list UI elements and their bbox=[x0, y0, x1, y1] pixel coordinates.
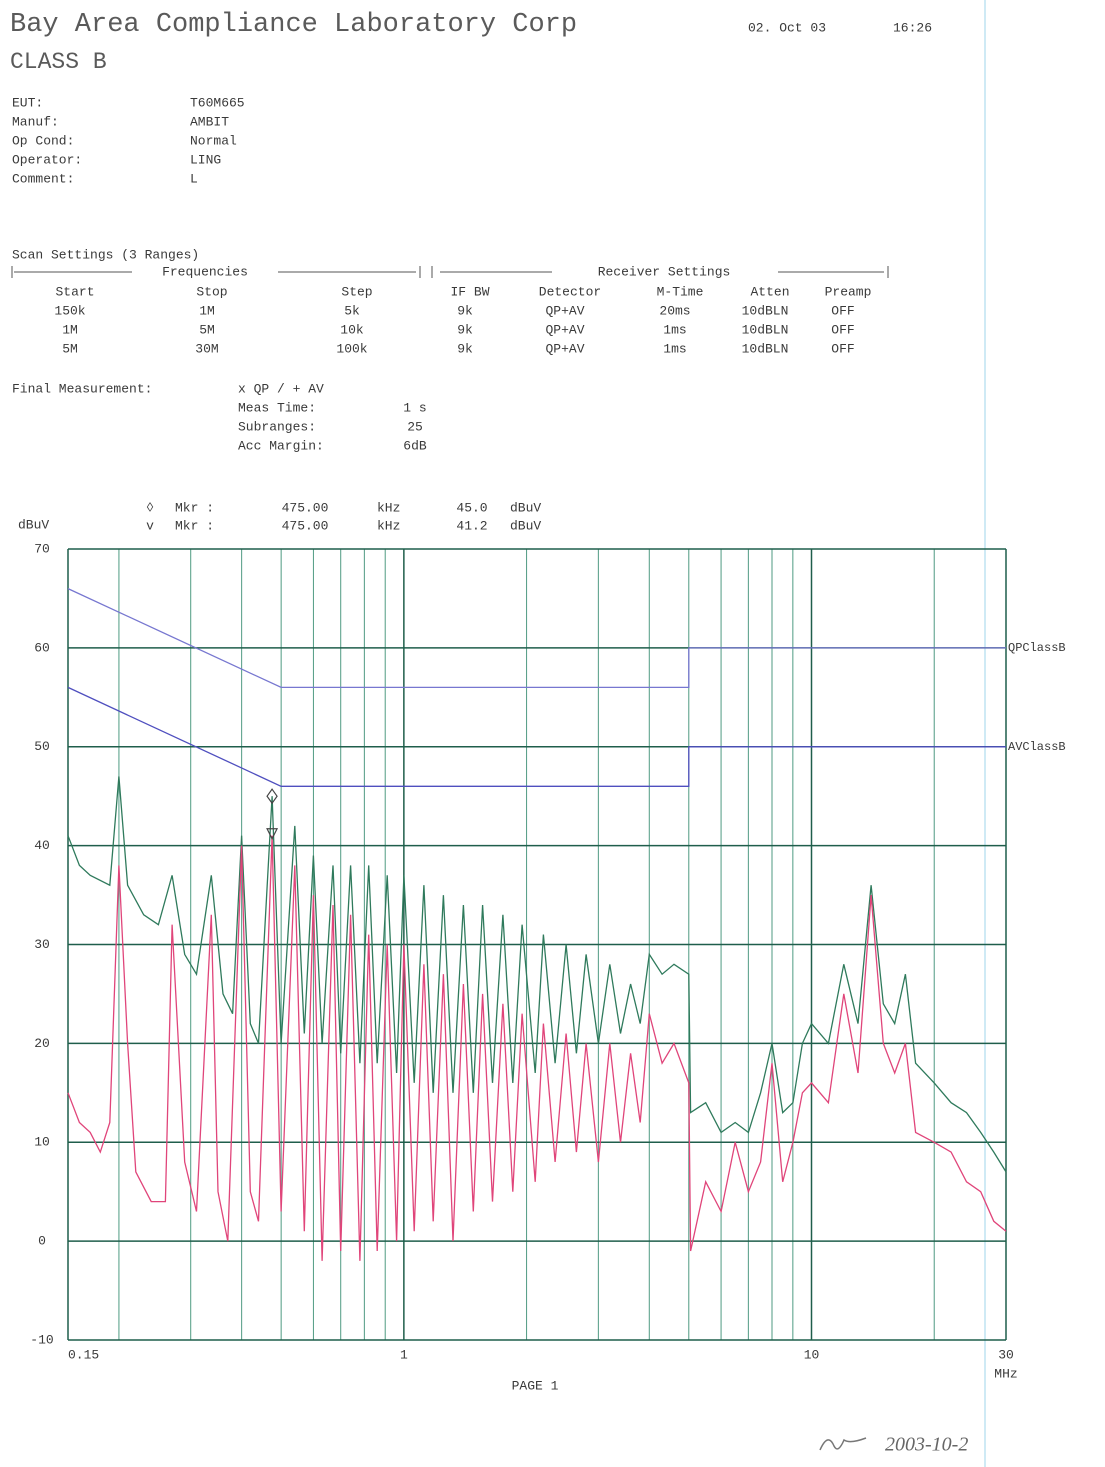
field-label: Comment: bbox=[12, 171, 74, 186]
data-line bbox=[67, 776, 1007, 1173]
final-detectors: x QP / + AV bbox=[238, 381, 324, 396]
marker-x-unit: kHz bbox=[377, 518, 400, 533]
marker-y: 45.0 bbox=[456, 500, 487, 515]
line-label: AVClassB bbox=[1008, 740, 1066, 754]
marker-x-unit: kHz bbox=[377, 500, 400, 515]
field-value: L bbox=[190, 171, 198, 186]
x-axis-unit: MHz bbox=[994, 1366, 1017, 1381]
table-cell: 150k bbox=[54, 303, 85, 318]
y-tick-label: 60 bbox=[34, 640, 50, 655]
line-label: QPClassB bbox=[1008, 641, 1066, 655]
final-label: Final Measurement: bbox=[12, 381, 152, 396]
marker-x: 475.00 bbox=[282, 518, 329, 533]
table-cell: 5k bbox=[344, 303, 360, 318]
table-cell: 10dBLN bbox=[742, 303, 789, 318]
marker bbox=[266, 828, 279, 841]
x-tick-label: 0.15 bbox=[68, 1347, 99, 1362]
table-cell: 1M bbox=[199, 303, 215, 318]
table-cell: 1ms bbox=[663, 322, 686, 337]
final-item-label: Acc Margin: bbox=[238, 438, 324, 453]
column-header: Stop bbox=[196, 284, 227, 299]
group-rules bbox=[11, 266, 889, 278]
marker-y-unit: dBuV bbox=[510, 500, 541, 515]
x-tick-label: 1 bbox=[400, 1347, 408, 1362]
y-tick-label: 40 bbox=[34, 838, 50, 853]
y-tick-label: 50 bbox=[34, 739, 50, 754]
report-class: CLASS B bbox=[10, 49, 107, 75]
marker bbox=[266, 788, 278, 805]
table-cell: 10dBLN bbox=[742, 322, 789, 337]
group-label: Receiver Settings bbox=[598, 264, 731, 279]
y-tick-label: 10 bbox=[34, 1135, 50, 1150]
field-label: Manuf: bbox=[12, 114, 59, 129]
table-cell: QP+AV bbox=[545, 341, 584, 356]
marker-label: Mkr : bbox=[175, 500, 214, 515]
column-header: Step bbox=[341, 284, 372, 299]
field-value: LING bbox=[190, 152, 221, 167]
report-title: Bay Area Compliance Laboratory Corp bbox=[10, 10, 577, 40]
marker-label: Mkr : bbox=[175, 518, 214, 533]
final-item-value: 1 s bbox=[403, 400, 426, 415]
table-cell: QP+AV bbox=[545, 322, 584, 337]
page-number: PAGE 1 bbox=[512, 1378, 559, 1393]
field-value: AMBIT bbox=[190, 114, 229, 129]
final-item-label: Meas Time: bbox=[238, 400, 316, 415]
report-date: 02. Oct 03 bbox=[748, 20, 826, 35]
column-header: Atten bbox=[750, 284, 789, 299]
marker-x: 475.00 bbox=[282, 500, 329, 515]
y-axis-label: dBuV bbox=[18, 517, 49, 532]
field-value: T60M665 bbox=[190, 95, 245, 110]
table-cell: 100k bbox=[336, 341, 367, 356]
table-cell: OFF bbox=[831, 341, 854, 356]
marker-y-unit: dBuV bbox=[510, 518, 541, 533]
table-cell: 30M bbox=[195, 341, 218, 356]
column-header: Detector bbox=[539, 284, 601, 299]
y-tick-label: 20 bbox=[34, 1036, 50, 1051]
marker-symbol: v bbox=[146, 518, 154, 533]
table-cell: 9k bbox=[457, 341, 473, 356]
signature bbox=[819, 1437, 867, 1451]
column-header: IF BW bbox=[450, 284, 489, 299]
data-line bbox=[67, 686, 1006, 787]
table-cell: OFF bbox=[831, 303, 854, 318]
y-tick-label: -10 bbox=[30, 1332, 53, 1347]
y-tick-label: 0 bbox=[38, 1234, 46, 1249]
table-cell: 20ms bbox=[659, 303, 690, 318]
y-tick-label: 30 bbox=[34, 937, 50, 952]
final-item-value: 25 bbox=[407, 419, 423, 434]
table-cell: 1M bbox=[62, 322, 78, 337]
column-header: Start bbox=[55, 284, 94, 299]
data-line bbox=[67, 835, 1007, 1261]
signature-date: 2003-10-2 bbox=[885, 1434, 968, 1456]
marker-y: 41.2 bbox=[456, 518, 487, 533]
data-line bbox=[67, 588, 1006, 689]
column-header: Preamp bbox=[825, 284, 872, 299]
table-cell: 5M bbox=[199, 322, 215, 337]
marker-symbol: ◊ bbox=[146, 500, 154, 515]
final-item-value: 6dB bbox=[403, 438, 427, 453]
column-header: M-Time bbox=[657, 284, 704, 299]
final-item-label: Subranges: bbox=[238, 419, 316, 434]
group-label: Frequencies bbox=[162, 264, 248, 279]
table-cell: 10k bbox=[340, 322, 364, 337]
scan-title: Scan Settings (3 Ranges) bbox=[12, 247, 199, 262]
table-cell: 10dBLN bbox=[742, 341, 789, 356]
table-cell: QP+AV bbox=[545, 303, 584, 318]
table-cell: OFF bbox=[831, 322, 854, 337]
table-cell: 9k bbox=[457, 303, 473, 318]
field-label: Operator: bbox=[12, 152, 82, 167]
field-value: Normal bbox=[190, 133, 237, 148]
x-tick-label: 30 bbox=[998, 1347, 1014, 1362]
field-label: Op Cond: bbox=[12, 133, 74, 148]
field-label: EUT: bbox=[12, 95, 43, 110]
report-time: 16:26 bbox=[893, 20, 932, 35]
table-cell: 1ms bbox=[663, 341, 686, 356]
table-cell: 9k bbox=[457, 322, 473, 337]
table-cell: 5M bbox=[62, 341, 78, 356]
x-tick-label: 10 bbox=[804, 1347, 820, 1362]
y-tick-label: 70 bbox=[34, 541, 50, 556]
